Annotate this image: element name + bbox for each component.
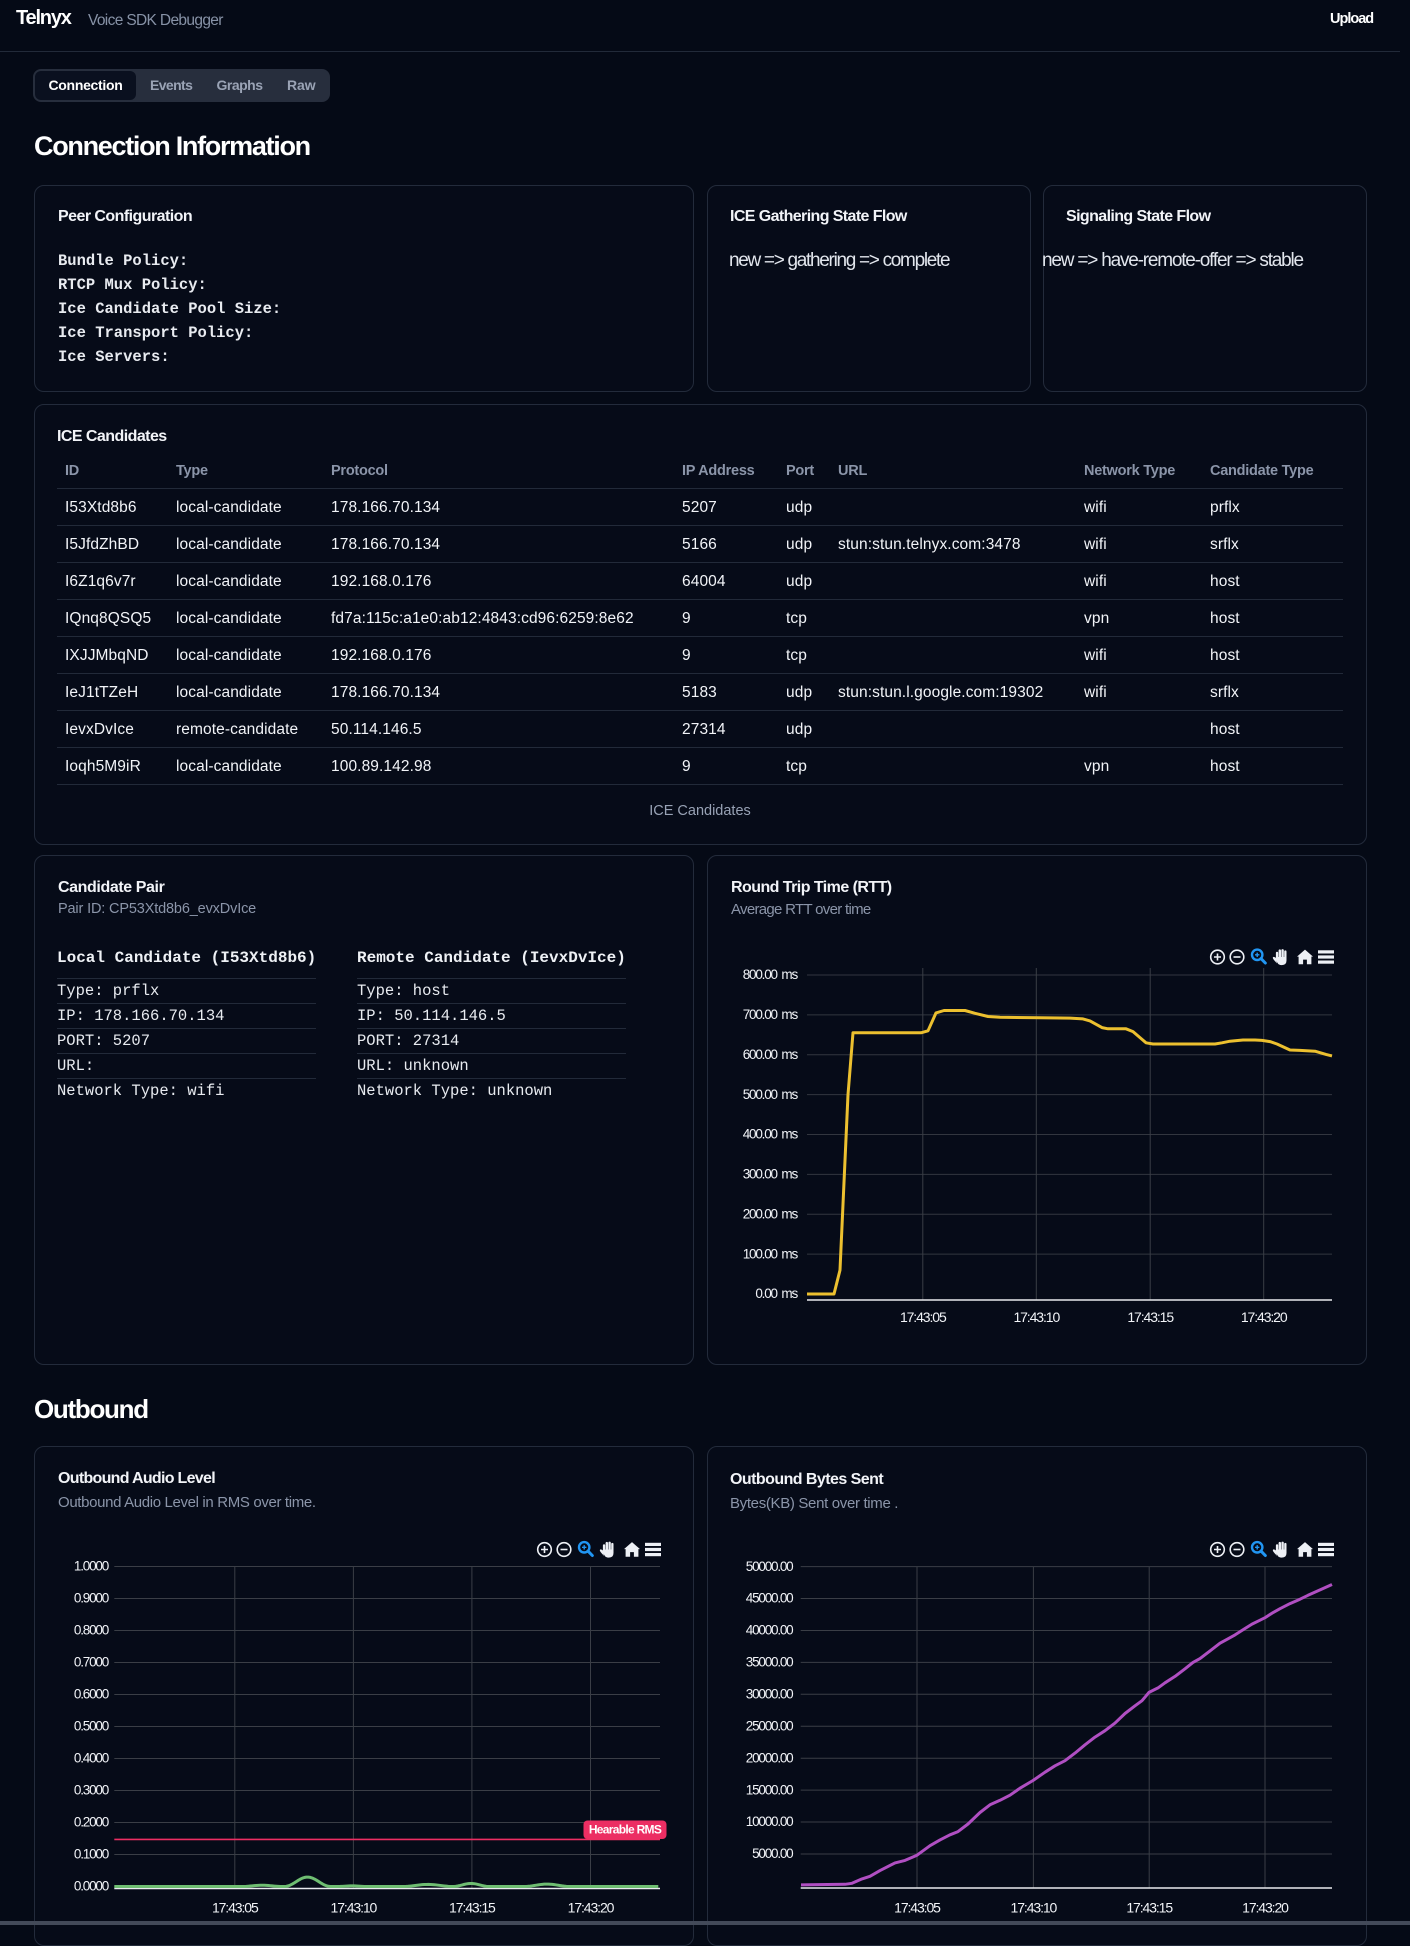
svg-text:100.00 ms: 100.00 ms bbox=[743, 1246, 799, 1261]
svg-text:17:43:15: 17:43:15 bbox=[1127, 1309, 1174, 1325]
svg-text:0.9000: 0.9000 bbox=[74, 1591, 109, 1606]
svg-text:20000.00: 20000.00 bbox=[746, 1750, 793, 1765]
svg-text:Hearable RMS: Hearable RMS bbox=[589, 1823, 662, 1837]
svg-text:17:43:20: 17:43:20 bbox=[1241, 1309, 1288, 1325]
svg-text:300.00 ms: 300.00 ms bbox=[743, 1167, 799, 1182]
svg-text:17:43:15: 17:43:15 bbox=[1126, 1900, 1173, 1916]
svg-text:30000.00: 30000.00 bbox=[746, 1687, 793, 1702]
svg-text:0.1000: 0.1000 bbox=[74, 1847, 109, 1862]
svg-text:0.00 ms: 0.00 ms bbox=[755, 1286, 798, 1301]
svg-text:0.2000: 0.2000 bbox=[74, 1815, 109, 1830]
svg-text:0.3000: 0.3000 bbox=[74, 1783, 109, 1798]
svg-text:1.0000: 1.0000 bbox=[74, 1559, 109, 1574]
svg-text:17:43:20: 17:43:20 bbox=[568, 1900, 615, 1916]
svg-text:17:43:10: 17:43:10 bbox=[1011, 1900, 1058, 1916]
svg-text:35000.00: 35000.00 bbox=[746, 1655, 793, 1670]
svg-text:50000.00: 50000.00 bbox=[746, 1559, 793, 1574]
svg-text:5000.00: 5000.00 bbox=[752, 1846, 793, 1861]
svg-text:17:43:05: 17:43:05 bbox=[212, 1900, 259, 1916]
svg-text:0.5000: 0.5000 bbox=[74, 1719, 109, 1734]
svg-text:0.0000: 0.0000 bbox=[74, 1879, 109, 1894]
svg-text:17:43:15: 17:43:15 bbox=[449, 1900, 496, 1916]
svg-text:15000.00: 15000.00 bbox=[746, 1782, 793, 1797]
svg-text:0.7000: 0.7000 bbox=[74, 1655, 109, 1670]
svg-text:25000.00: 25000.00 bbox=[746, 1718, 793, 1733]
svg-text:800.00 ms: 800.00 ms bbox=[743, 967, 799, 982]
svg-text:200.00 ms: 200.00 ms bbox=[743, 1206, 799, 1221]
svg-text:10000.00: 10000.00 bbox=[746, 1814, 793, 1829]
svg-text:45000.00: 45000.00 bbox=[746, 1591, 793, 1606]
svg-text:40000.00: 40000.00 bbox=[746, 1623, 793, 1638]
svg-text:600.00 ms: 600.00 ms bbox=[743, 1047, 799, 1062]
svg-text:0.8000: 0.8000 bbox=[74, 1623, 109, 1638]
svg-text:17:43:05: 17:43:05 bbox=[900, 1309, 947, 1325]
svg-text:0.4000: 0.4000 bbox=[74, 1751, 109, 1766]
svg-text:17:43:05: 17:43:05 bbox=[894, 1900, 941, 1916]
svg-text:500.00 ms: 500.00 ms bbox=[743, 1087, 799, 1102]
svg-text:17:43:20: 17:43:20 bbox=[1242, 1900, 1289, 1916]
svg-text:17:43:10: 17:43:10 bbox=[331, 1900, 378, 1916]
svg-text:17:43:10: 17:43:10 bbox=[1013, 1309, 1060, 1325]
svg-text:400.00 ms: 400.00 ms bbox=[743, 1127, 799, 1142]
svg-text:0.6000: 0.6000 bbox=[74, 1687, 109, 1702]
svg-text:700.00 ms: 700.00 ms bbox=[743, 1007, 799, 1022]
